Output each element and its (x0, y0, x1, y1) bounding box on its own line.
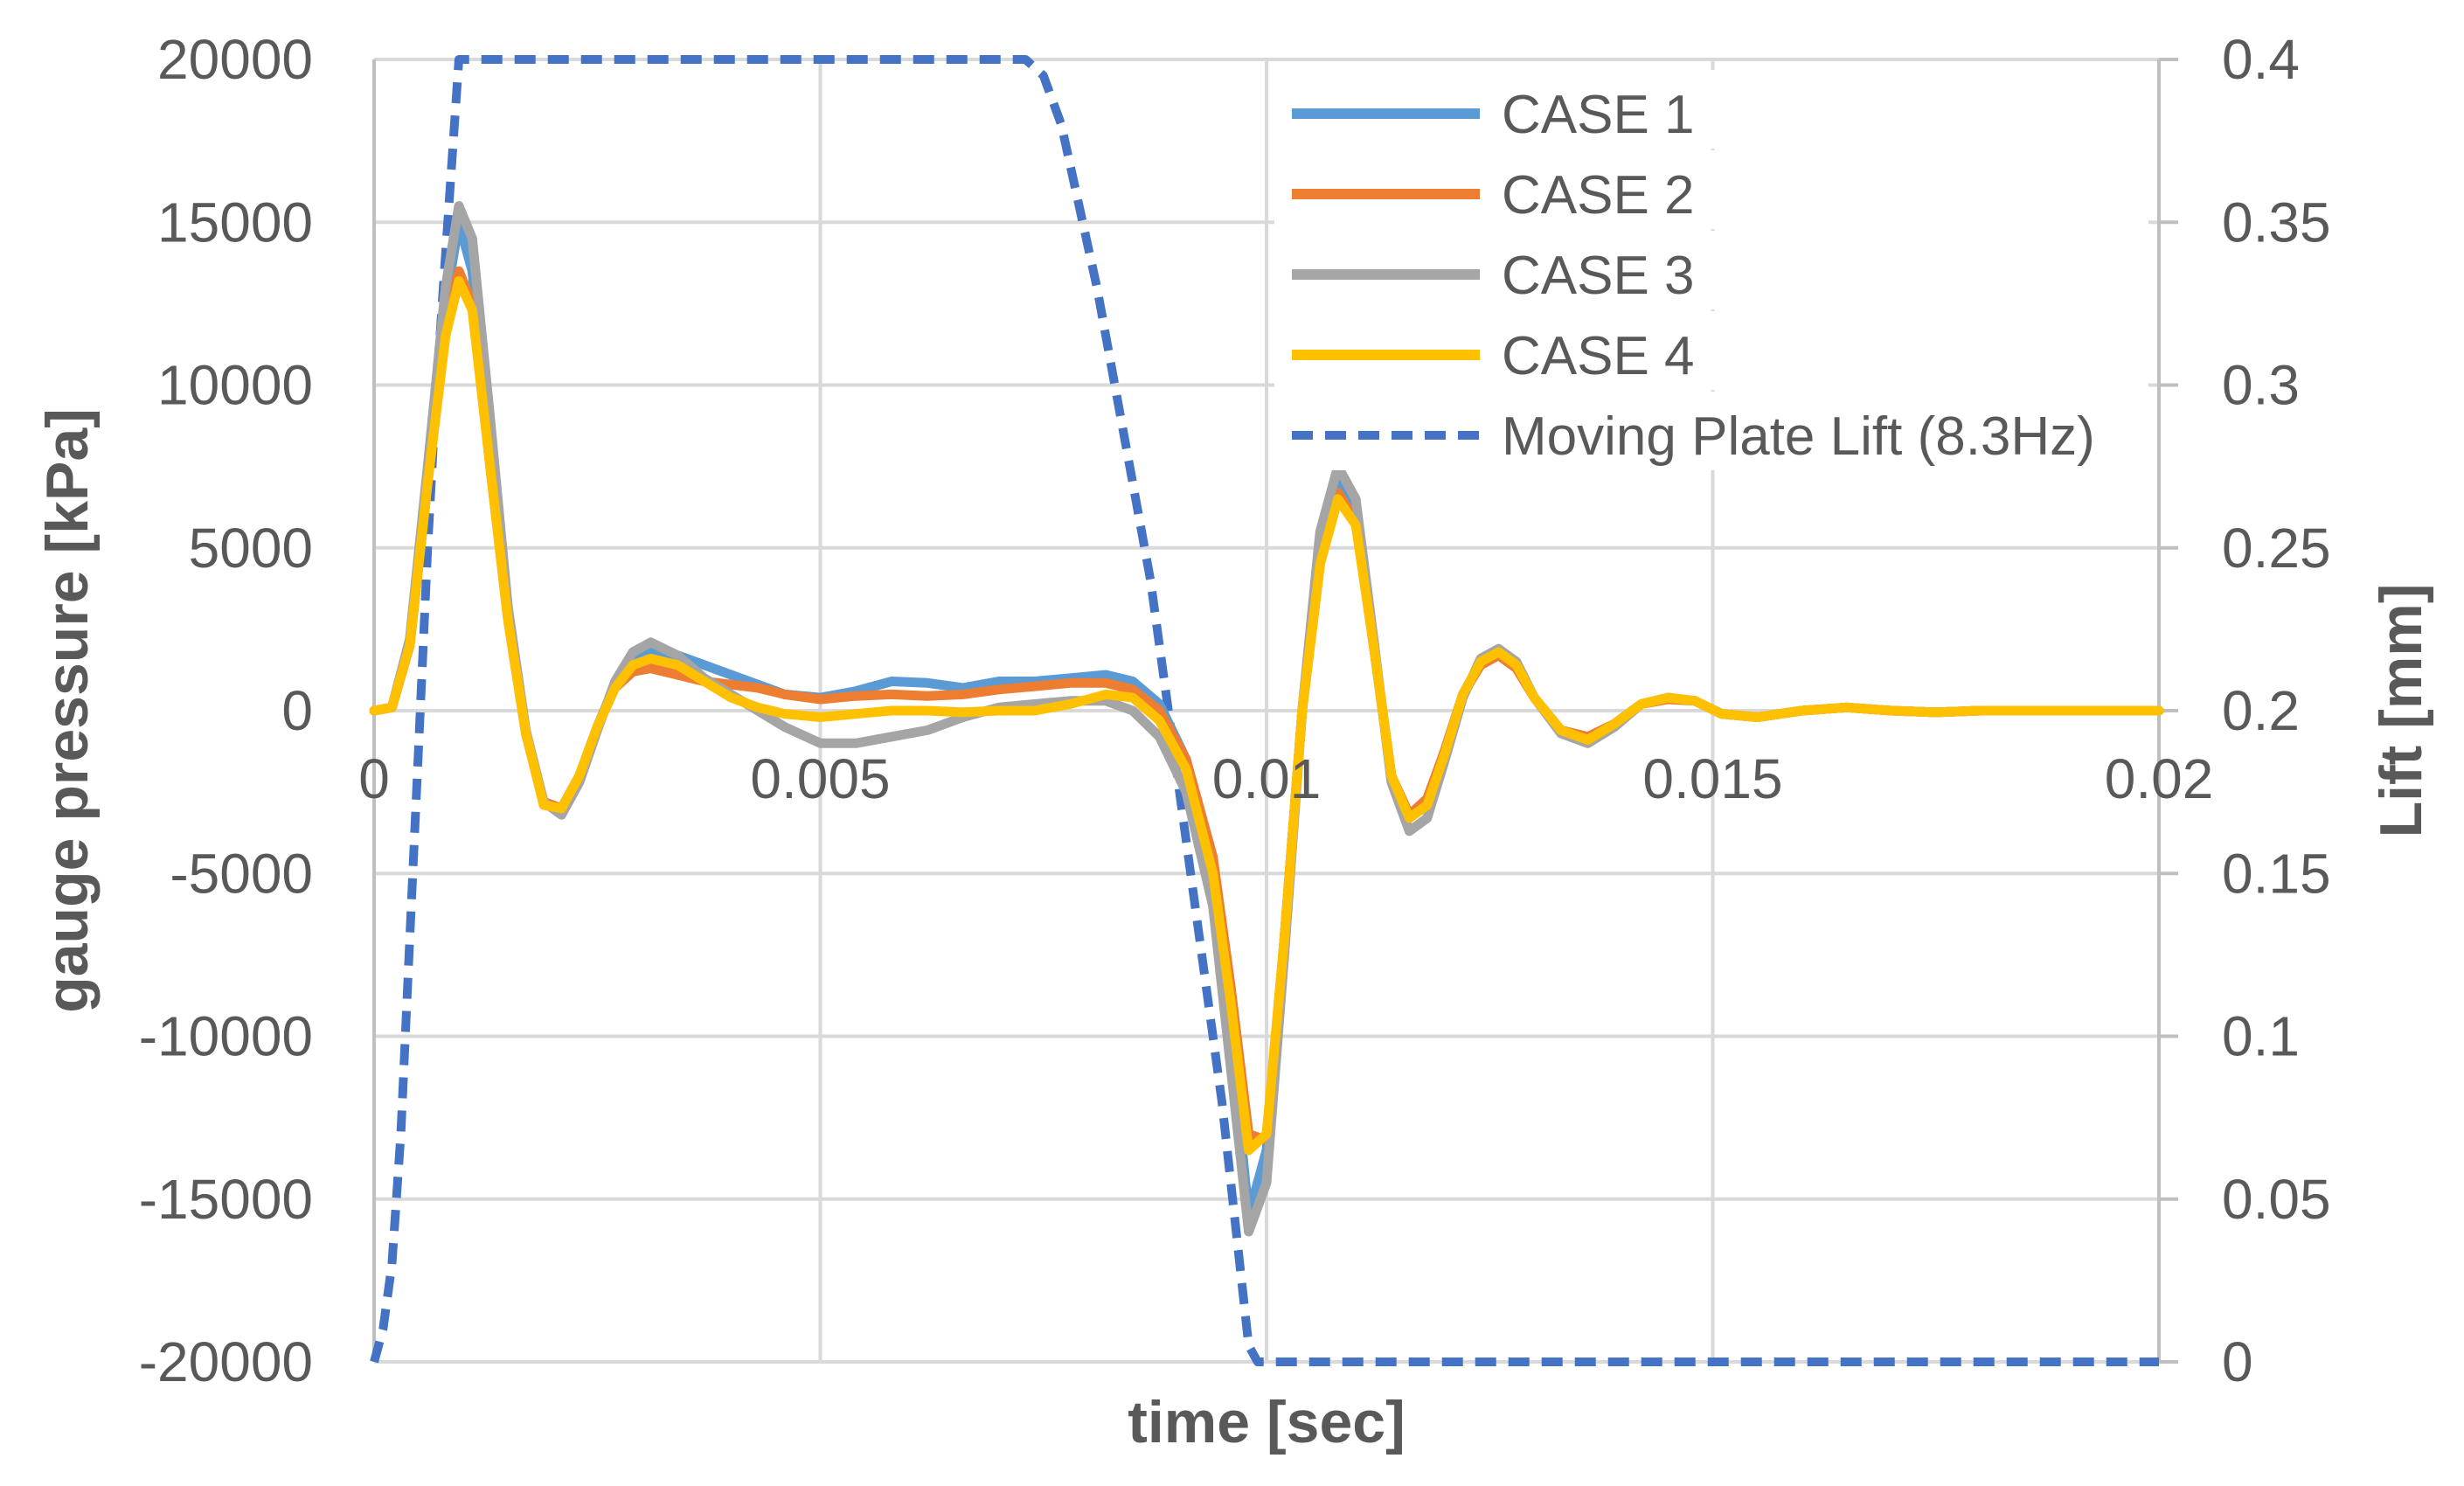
y-tick-label: 20000 (157, 28, 313, 91)
y2-tick-label: 0.05 (2222, 1168, 2331, 1231)
y-tick-label: 0 (281, 679, 313, 742)
y-tick-label: -15000 (139, 1168, 313, 1231)
x-tick-label: 0.005 (750, 747, 890, 810)
legend-label: Moving Plate Lift (8.3Hz) (1502, 406, 2095, 467)
y2-tick-label: 0.4 (2222, 28, 2300, 91)
legend-label: CASE 3 (1502, 246, 1695, 306)
series-line-4 (369, 275, 2164, 1156)
y2-axis-title: Lift [mm] (2368, 584, 2434, 838)
y2-tick-label: 0 (2222, 1330, 2253, 1393)
legend-label: CASE 1 (1502, 85, 1695, 145)
y-axis-title: gauge pressure [kPa] (34, 408, 101, 1013)
x-axis-title: time [sec] (1128, 1389, 1405, 1455)
x-tick-label: 0 (358, 747, 390, 810)
legend-label: CASE 4 (1502, 326, 1695, 386)
x-tick-label: 0.015 (1642, 747, 1782, 810)
y2-tick-label: 0.3 (2222, 354, 2300, 417)
y2-tick-label: 0.1 (2222, 1005, 2300, 1068)
y2-tick-label: 0.15 (2222, 842, 2331, 905)
y2-tick-label: 0.2 (2222, 679, 2300, 742)
tick-labels: -20000 0-15000 0.05-10000 0.1-5000 0.150 0.25… (139, 28, 2331, 1393)
y2-tick-label: 0.35 (2222, 191, 2331, 253)
x-tick-label: 0.01 (1212, 747, 1322, 810)
legend-label: CASE 2 (1502, 165, 1695, 226)
y-tick-label: -10000 (139, 1005, 313, 1068)
y-tick-label: -20000 (139, 1330, 313, 1393)
legend-bg (1274, 392, 2148, 470)
y-tick-label: 15000 (157, 191, 313, 253)
series-line-5 (370, 55, 2159, 1366)
y2-tick-label: 0.25 (2222, 517, 2331, 580)
x-tick-label: 0.02 (2105, 747, 2214, 810)
y-tick-label: 10000 (157, 354, 313, 417)
y-tick-label: -5000 (170, 842, 313, 905)
series-lines (369, 55, 2164, 1366)
y-tick-label: 5000 (189, 517, 313, 580)
legend: CASE 1 CASE 2 CASE 3 CASE 4 Moving Plate Lif… (1274, 70, 2148, 470)
